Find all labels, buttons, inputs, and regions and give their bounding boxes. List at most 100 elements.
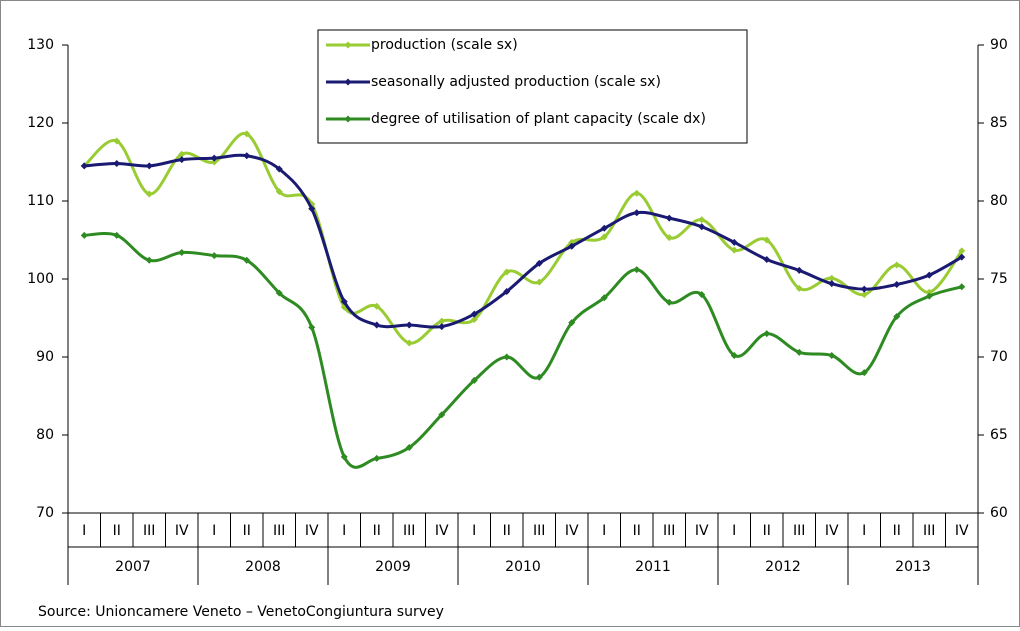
point-marker [730, 238, 738, 246]
point-marker [893, 261, 901, 269]
point-marker [633, 266, 641, 274]
series-line [83, 132, 963, 345]
point-marker [145, 256, 153, 264]
point-marker [373, 302, 381, 310]
point-marker [893, 280, 901, 288]
point-marker [275, 289, 283, 297]
y-tick-label: 80 [36, 427, 54, 443]
x-tick-label: II [763, 523, 771, 539]
point-marker [470, 310, 478, 318]
x-tick-label: II [893, 523, 901, 539]
point-marker [340, 453, 348, 461]
year-label: 2011 [635, 559, 671, 575]
point-marker [600, 233, 608, 241]
point-marker [828, 274, 836, 282]
point-marker [958, 247, 966, 255]
point-marker [470, 376, 478, 384]
point-marker [568, 242, 576, 250]
point-marker [243, 152, 251, 160]
x-tick-label: III [793, 523, 805, 539]
point-marker [860, 291, 868, 299]
point-marker [698, 291, 706, 299]
x-tick-label: II [503, 523, 511, 539]
point-marker [860, 369, 868, 377]
point-marker [665, 214, 673, 222]
y2-tick-label: 85 [990, 115, 1008, 131]
point-marker [438, 317, 446, 325]
x-tick-label: IV [825, 523, 839, 539]
x-tick-label: III [403, 523, 415, 539]
point-marker [535, 259, 543, 267]
x-tick-label: II [113, 523, 121, 539]
y2-tick-label: 70 [990, 349, 1008, 365]
point-marker [210, 154, 218, 162]
point-marker [665, 234, 673, 242]
point-marker [438, 323, 446, 331]
x-tick-label: I [732, 523, 736, 539]
point-marker [80, 231, 88, 239]
y-tick-label: 130 [27, 37, 54, 53]
point-marker [633, 209, 641, 217]
y-tick-label: 120 [27, 115, 54, 131]
legend-label: production (scale sx) [371, 37, 518, 53]
x-tick-label: III [533, 523, 545, 539]
year-label: 2012 [765, 559, 801, 575]
point-marker [763, 330, 771, 338]
x-tick-label: III [143, 523, 155, 539]
point-marker [308, 205, 316, 213]
legend-label: seasonally adjusted production (scale sx… [371, 74, 661, 90]
point-marker [503, 353, 511, 361]
point-marker [795, 284, 803, 292]
x-tick-label: III [273, 523, 285, 539]
point-marker [438, 411, 446, 419]
point-marker [113, 137, 121, 145]
point-marker [210, 158, 218, 166]
x-tick-label: I [862, 523, 866, 539]
x-tick-label: IV [695, 523, 709, 539]
point-marker [763, 236, 771, 244]
point-marker [308, 323, 316, 331]
point-marker [80, 162, 88, 170]
x-tick-label: I [472, 523, 476, 539]
x-tick-label: IV [435, 523, 449, 539]
x-tick-label: IV [565, 523, 579, 539]
x-tick-label: II [243, 523, 251, 539]
y2-tick-label: 60 [990, 505, 1008, 521]
point-marker [763, 256, 771, 263]
point-marker [178, 150, 186, 158]
y-tick-label: 70 [36, 505, 54, 521]
point-marker [958, 253, 966, 261]
point-marker [373, 321, 381, 329]
x-tick-label: II [373, 523, 381, 539]
point-marker [633, 189, 641, 197]
legend-marker [344, 115, 352, 123]
point-marker [535, 373, 543, 381]
y-tick-label: 110 [27, 193, 54, 209]
x-tick-label: III [663, 523, 675, 539]
year-label: 2009 [375, 559, 411, 575]
y2-tick-label: 65 [990, 427, 1008, 443]
series-line [84, 231, 963, 469]
point-marker [503, 287, 511, 295]
point-marker [860, 285, 868, 293]
year-label: 2008 [245, 559, 281, 575]
point-marker [145, 190, 153, 198]
legend-box [317, 29, 748, 144]
x-tick-label: I [602, 523, 606, 539]
point-marker [535, 278, 543, 286]
point-marker [470, 316, 478, 324]
point-marker [730, 246, 738, 254]
legend-marker [344, 78, 352, 86]
point-marker [795, 348, 803, 356]
point-marker [145, 162, 153, 170]
x-tick-label: I [212, 523, 216, 539]
point-marker [828, 351, 836, 359]
source: Source: Unioncamere Veneto – VenetoCongi… [38, 604, 444, 620]
point-marker [698, 223, 706, 231]
x-tick-label: II [633, 523, 641, 539]
point-marker [665, 298, 673, 306]
point-marker [243, 256, 251, 264]
point-marker [275, 165, 283, 173]
point-marker [405, 339, 413, 347]
point-marker [373, 454, 381, 462]
